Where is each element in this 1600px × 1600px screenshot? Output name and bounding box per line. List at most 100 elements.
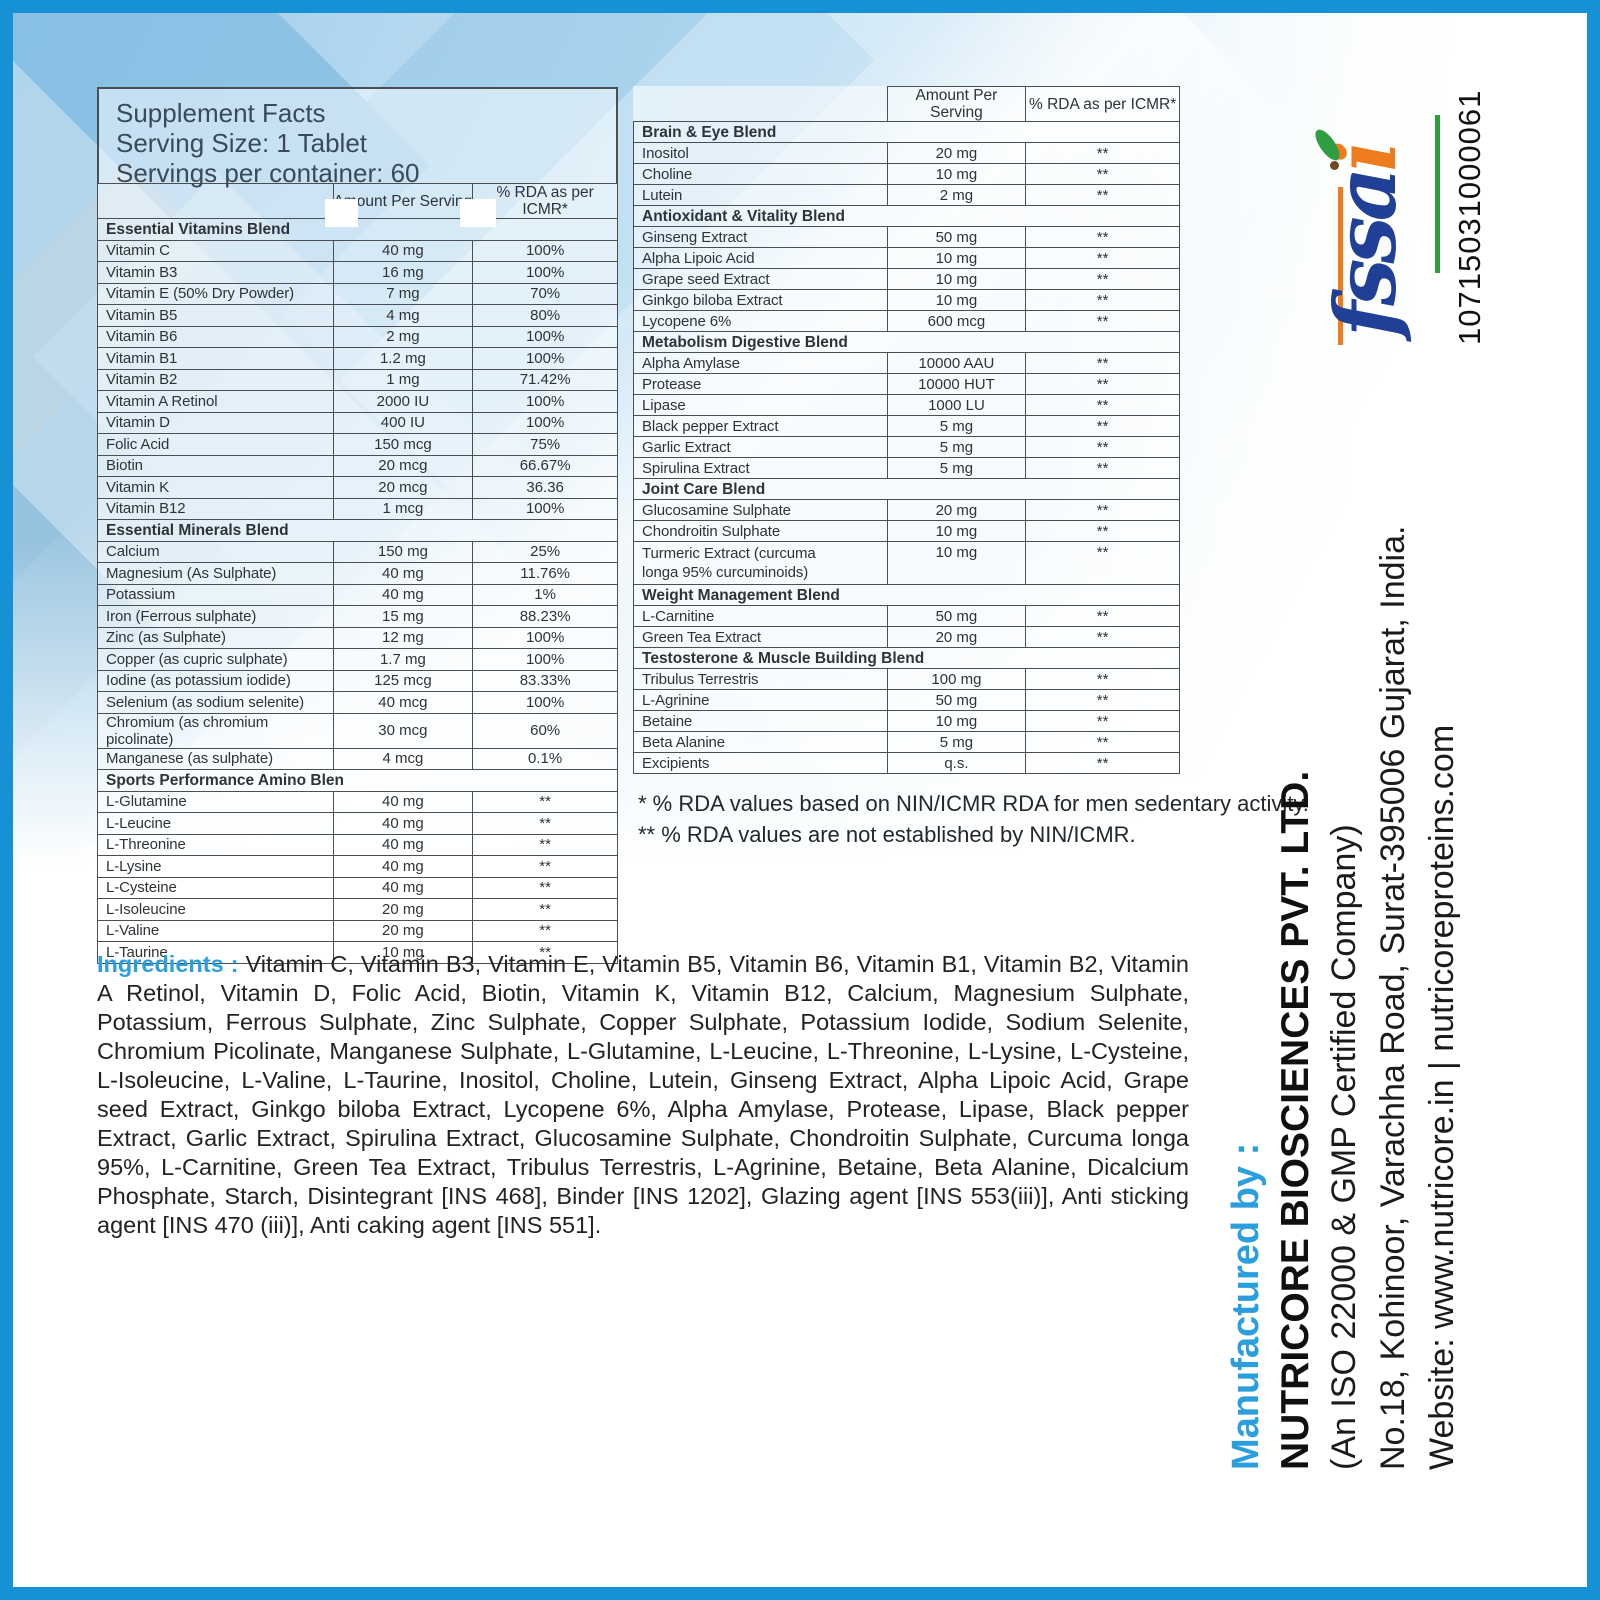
rda-cell: ** [1025, 752, 1180, 774]
item-row: Choline 10 mg ** [633, 163, 1180, 185]
item-row: Vitamin D 400 IU 100% [97, 411, 618, 434]
ingredient-name-cell: L-Valine [97, 919, 334, 942]
amount-cell: 15 mg [332, 605, 474, 628]
item-row: Vitamin B5 4 mg 80% [97, 304, 618, 327]
item-row: L-Carnitine 50 mg ** [633, 605, 1180, 627]
rda-cell: ** [472, 855, 618, 878]
amount-cell: 40 mg [332, 833, 474, 856]
rda-cell: ** [472, 941, 618, 964]
ingredients-paragraph: Ingredients : Vitamin C, Vitamin B3, Vit… [97, 950, 1189, 1240]
amount-cell: 16 mg [332, 261, 474, 284]
ingredient-name-cell: Vitamin B2 [97, 368, 334, 391]
ingredient-name-cell: Spirulina Extract [633, 457, 888, 479]
item-row: Glucosamine Sulphate 20 mg ** [633, 499, 1180, 521]
rda-cell: 100% [472, 497, 618, 520]
ingredient-name-cell: Lycopene 6% [633, 310, 888, 332]
amount-cell: 5 mg [886, 731, 1027, 753]
white-patch [460, 199, 496, 227]
rda-cell: 60% [472, 712, 618, 749]
amount-cell: 40 mg [332, 239, 474, 262]
section-row: Joint Care Blend [633, 478, 1180, 500]
rda-cell: ** [1025, 226, 1180, 248]
rda-cell: ** [1025, 289, 1180, 311]
section-name: Essential Minerals Blend [97, 519, 618, 542]
amount-cell: 10 mg [886, 247, 1027, 269]
footnote-double-asterisk: ** % RDA values are not established by N… [638, 822, 1136, 847]
item-row: L-Cysteine 40 mg ** [97, 876, 618, 899]
amount-cell: 10000 HUT [886, 373, 1027, 395]
amount-cell: 400 IU [332, 411, 474, 434]
manufacturer-certification: (An ISO 22000 & GMP Certified Company) [1325, 824, 1363, 1470]
item-row: Vitamin B12 1 mcg 100% [97, 497, 618, 520]
item-row: Black pepper Extract 5 mg ** [633, 415, 1180, 437]
ingredient-name-cell: Manganese (as sulphate) [97, 747, 334, 770]
left-nutrition-table: Amount Per Serving % RDA as per ICMR* Es… [97, 183, 618, 964]
rda-cell: 100% [472, 390, 618, 413]
item-row: L-Threonine 40 mg ** [97, 833, 618, 856]
section-name: Joint Care Blend [633, 478, 1180, 500]
ingredient-name-cell: L-Lysine [97, 855, 334, 878]
item-row: Chromium (as chromium picolinate) 30 mcg 6… [97, 712, 618, 749]
manufacturer-name: NUTRICORE BIOSCIENCES PVT. LTD. [1274, 770, 1317, 1470]
item-row: Copper (as cupric sulphate) 1.7 mg 100% [97, 648, 618, 671]
item-row: Magnesium (As Sulphate) 40 mg 11.76% [97, 562, 618, 585]
rda-cell: 100% [472, 691, 618, 714]
rda-cell: 1% [472, 583, 618, 606]
ingredient-name-cell: Vitamin B12 [97, 497, 334, 520]
rda-cell: ** [1025, 605, 1180, 627]
item-row: Lutein 2 mg ** [633, 184, 1180, 206]
rda-cell: 75% [472, 433, 618, 456]
ingredient-name-cell: Protease [633, 373, 888, 395]
rda-cell: ** [1025, 499, 1180, 521]
ingredient-name-cell: Inositol [633, 142, 888, 164]
white-patch [325, 199, 358, 227]
section-name: Weight Management Blend [633, 584, 1180, 606]
item-row: Vitamin E (50% Dry Powder) 7 mg 70% [97, 282, 618, 305]
section-row: Essential Minerals Blend [97, 519, 618, 542]
footnote-single-asterisk: * % RDA values based on NIN/ICMR RDA for… [638, 791, 1309, 816]
amount-cell: 5 mg [886, 457, 1027, 479]
item-row: Alpha Lipoic Acid 10 mg ** [633, 247, 1180, 269]
amount-cell: 10 mg [332, 941, 474, 964]
rda-cell: ** [1025, 415, 1180, 437]
amount-cell: 30 mcg [332, 712, 474, 749]
rda-cell: ** [1025, 668, 1180, 690]
amount-cell: 40 mg [332, 876, 474, 899]
section-name: Brain & Eye Blend [633, 121, 1180, 143]
ingredient-name-cell: Chromium (as chromium picolinate) [97, 712, 334, 749]
item-row: Chondroitin Sulphate 10 mg ** [633, 520, 1180, 542]
fssai-logo-text: fssai [1316, 145, 1415, 337]
item-row: L-Lysine 40 mg ** [97, 855, 618, 878]
ingredient-name-cell: Vitamin E (50% Dry Powder) [97, 282, 334, 305]
item-row: Spirulina Extract 5 mg ** [633, 457, 1180, 479]
rda-cell: 0.1% [472, 747, 618, 770]
amount-cell: 1.2 mg [332, 347, 474, 370]
ingredient-name-cell: Glucosamine Sulphate [633, 499, 888, 521]
item-row: Folic Acid 150 mcg 75% [97, 433, 618, 456]
amount-cell: 10 mg [886, 163, 1027, 185]
ingredient-name-cell: Excipients [633, 752, 888, 774]
ingredient-name-cell: Vitamin A Retinol [97, 390, 334, 413]
rda-cell: 25% [472, 540, 618, 563]
amount-cell: 20 mg [332, 919, 474, 942]
item-row: Green Tea Extract 20 mg ** [633, 626, 1180, 648]
rda-cell: 11.76% [472, 562, 618, 585]
rda-cell: ** [1025, 710, 1180, 732]
amount-cell: 4 mg [332, 304, 474, 327]
serving-size: Serving Size: 1 Tablet [116, 128, 367, 158]
ingredient-name-cell: Copper (as cupric sulphate) [97, 648, 334, 671]
ingredient-name-cell: Choline [633, 163, 888, 185]
item-row: Vitamin B1 1.2 mg 100% [97, 347, 618, 370]
item-row: L-Agrinine 50 mg ** [633, 689, 1180, 711]
item-row: Inositol 20 mg ** [633, 142, 1180, 164]
amount-cell: 20 mcg [332, 476, 474, 499]
ingredient-name-cell: L-Taurine [97, 941, 334, 964]
rda-cell: ** [1025, 142, 1180, 164]
amount-cell: 2000 IU [332, 390, 474, 413]
item-row: Vitamin B6 2 mg 100% [97, 325, 618, 348]
rda-cell: ** [1025, 373, 1180, 395]
amount-cell: q.s. [886, 752, 1027, 774]
amount-cell: 150 mcg [332, 433, 474, 456]
item-row: Ginseng Extract 50 mg ** [633, 226, 1180, 248]
rda-cell: 100% [472, 261, 618, 284]
